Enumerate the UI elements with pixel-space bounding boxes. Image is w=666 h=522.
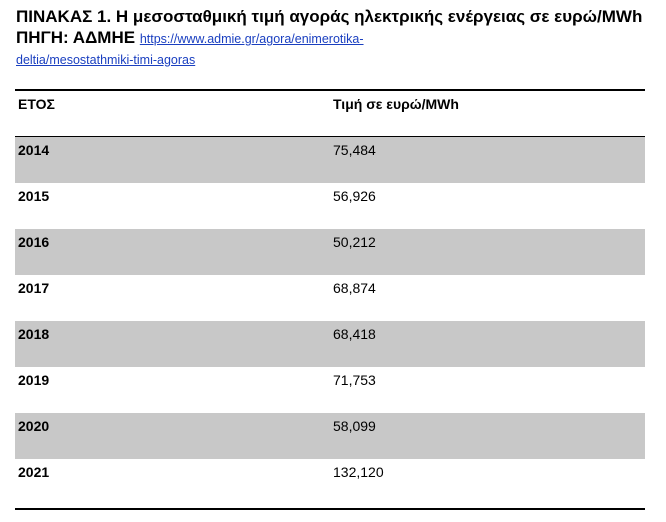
header-price: Τιμή σε ευρώ/MWh [333,96,459,112]
row-price: 71,753 [333,372,376,388]
table-row: 2019 71,753 [15,367,645,413]
price-table: ΕΤΟΣ Τιμή σε ευρώ/MWh 2014 75,484 2015 5… [15,89,645,510]
caption-title: ΠΙΝΑΚΑΣ 1. Η μεσοσταθμική τιμή αγοράς ηλ… [16,7,643,47]
table-row: 2017 68,874 [15,275,645,321]
row-year: 2014 [18,142,50,158]
row-price: 68,874 [333,280,376,296]
row-year: 2018 [18,326,50,342]
table-caption: ΠΙΝΑΚΑΣ 1. Η μεσοσταθμική τιμή αγοράς ηλ… [16,6,646,69]
row-year: 2015 [18,188,50,204]
row-year: 2016 [18,234,50,250]
table-row: 2018 68,418 [15,321,645,367]
table-header-row: ΕΤΟΣ Τιμή σε ευρώ/MWh [15,91,645,137]
table-row: 2015 56,926 [15,183,645,229]
row-year: 2019 [18,372,50,388]
source-link[interactable]: https://www.admie.gr/agora/enimerotika-d… [16,32,364,67]
row-price: 132,120 [333,464,384,480]
row-price: 50,212 [333,234,376,250]
header-year: ΕΤΟΣ [18,96,55,112]
row-price: 68,418 [333,326,376,342]
row-year: 2020 [18,418,50,434]
source-link-line2: deltia/mesostathmiki-timi-agoras [16,53,196,67]
top-rule [15,89,645,91]
table-row: 2016 50,212 [15,229,645,275]
table-row: 2020 58,099 [15,413,645,459]
row-price: 56,926 [333,188,376,204]
table-row: 2021 132,120 [15,459,645,505]
table-row: 2014 75,484 [15,137,645,183]
bottom-rule [15,508,645,510]
row-year: 2017 [18,280,50,296]
row-year: 2021 [18,464,50,480]
source-link-line1: https://www.admie.gr/agora/enimerotika- [139,32,364,46]
row-price: 58,099 [333,418,376,434]
row-price: 75,484 [333,142,376,158]
